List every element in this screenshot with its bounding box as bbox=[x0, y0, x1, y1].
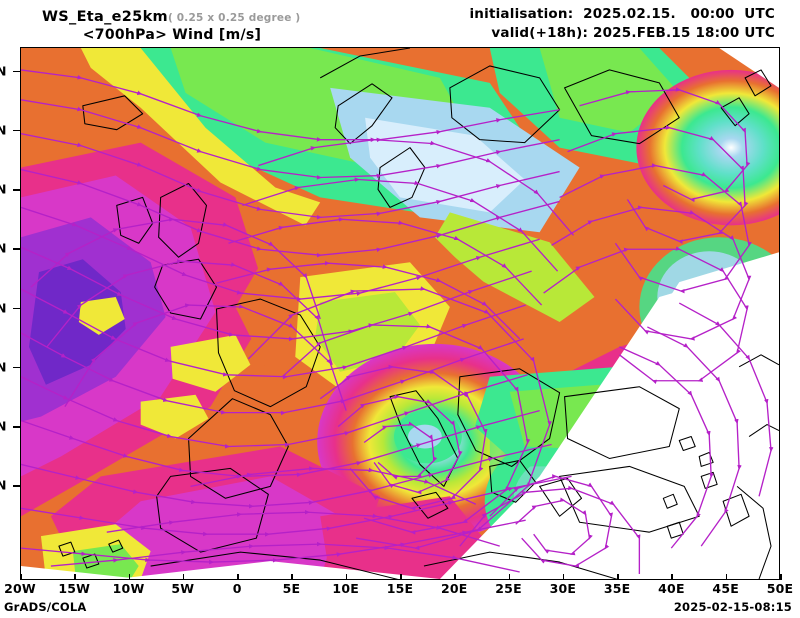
longitude-tick-label: 45E bbox=[712, 581, 739, 596]
wind-speed-field bbox=[21, 48, 779, 579]
model-resolution: ( 0.25 x 0.25 degree ) bbox=[167, 12, 301, 24]
latitude-tick bbox=[13, 307, 20, 310]
initialisation-time: initialisation: 2025.02.15. 00:00 UTC bbox=[469, 6, 775, 22]
longitude-tick-label: 25E bbox=[495, 581, 522, 596]
longitude-tick bbox=[780, 574, 782, 580]
longitude-tick bbox=[291, 574, 293, 580]
longitude-tick bbox=[237, 574, 239, 580]
longitude-tick-label: 10E bbox=[332, 581, 359, 596]
latitude-tick bbox=[13, 70, 20, 73]
longitude-tick bbox=[671, 574, 673, 580]
latitude-tick-label: N bbox=[0, 240, 7, 256]
longitude-axis: 20W 15W 10W 5W 0 5E 10E 15E 20E 25E 30E 35E 40E 45E 50… bbox=[0, 574, 800, 600]
latitude-tick bbox=[13, 248, 20, 250]
longitude-tick bbox=[725, 574, 728, 580]
longitude-tick bbox=[74, 574, 76, 580]
valid-time: valid(+18h): 2025.FEB.15 18:00 UTC bbox=[491, 25, 775, 41]
latitude-tick-label: N bbox=[0, 63, 7, 79]
longitude-tick bbox=[128, 574, 131, 580]
latitude-tick bbox=[13, 129, 20, 132]
latitude-tick bbox=[13, 485, 20, 487]
longitude-tick bbox=[20, 574, 22, 580]
level-field-label: <700hPa> Wind [m/s] bbox=[82, 27, 262, 43]
longitude-tick bbox=[400, 574, 402, 580]
longitude-tick-label: 20E bbox=[441, 581, 468, 596]
model-name: WS_Eta_e25km bbox=[42, 9, 168, 25]
longitude-tick-label: 20W bbox=[4, 581, 36, 596]
generation-timestamp: 2025-02-15-08:15 bbox=[673, 600, 792, 614]
longitude-tick-label: 10W bbox=[112, 581, 145, 596]
longitude-tick-label: 40E bbox=[658, 581, 685, 596]
latitude-tick bbox=[13, 189, 20, 191]
longitude-tick bbox=[454, 574, 456, 580]
latitude-tick bbox=[13, 426, 20, 428]
longitude-tick-label: 15E bbox=[386, 581, 414, 596]
longitude-tick bbox=[508, 574, 511, 580]
latitude-tick-label: N bbox=[0, 300, 7, 316]
latitude-tick-label: N bbox=[0, 477, 7, 493]
latitude-axis: N N N N N N N N bbox=[0, 47, 20, 580]
header-left: WS_Eta_e25km( 0.25 x 0.25 degree ) <700h… bbox=[42, 6, 402, 43]
latitude-tick-label: N bbox=[0, 122, 7, 138]
latitude-tick-label: N bbox=[0, 359, 7, 375]
longitude-tick-label: 5E bbox=[282, 581, 301, 596]
longitude-tick bbox=[617, 574, 619, 580]
latitude-tick-label: N bbox=[0, 418, 7, 434]
longitude-tick-label: 30E bbox=[549, 581, 577, 596]
longitude-tick bbox=[182, 574, 185, 580]
chart-header: WS_Eta_e25km( 0.25 x 0.25 degree ) <700h… bbox=[0, 0, 800, 47]
longitude-tick bbox=[345, 574, 348, 580]
longitude-tick-label: 15W bbox=[58, 581, 91, 596]
map-plot-area[interactable] bbox=[20, 47, 780, 580]
latitude-tick bbox=[13, 366, 20, 369]
longitude-tick-label: 0 bbox=[232, 581, 242, 596]
longitude-tick-label: 35E bbox=[603, 581, 631, 596]
longitude-tick bbox=[562, 574, 565, 580]
software-credit: GrADS/COLA bbox=[4, 600, 87, 614]
longitude-tick-label: 50E bbox=[766, 581, 794, 596]
latitude-tick-label: N bbox=[0, 181, 7, 197]
longitude-tick-label: 5W bbox=[171, 581, 195, 596]
header-right: initialisation: 2025.02.15. 00:00 UTC va… bbox=[430, 6, 775, 41]
